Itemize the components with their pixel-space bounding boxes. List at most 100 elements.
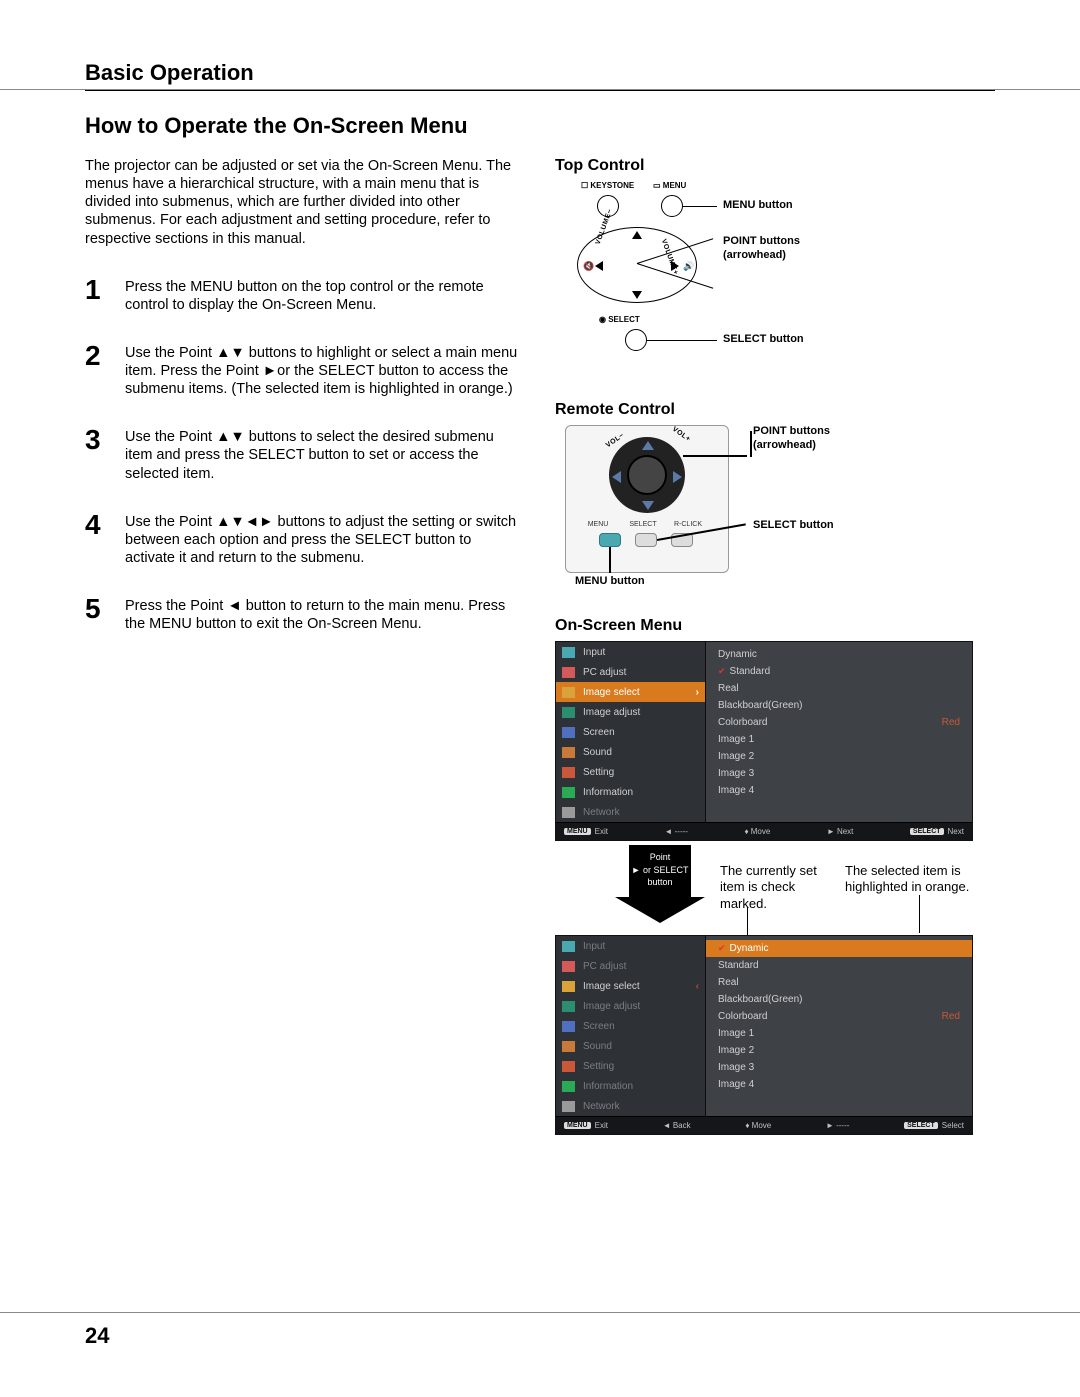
- osm-submenu-item: Image 3: [716, 1059, 962, 1076]
- footer-badge: MENU: [564, 828, 591, 835]
- osm-footer-item: ◄ -----: [664, 827, 687, 836]
- leader-line: [919, 895, 920, 933]
- osm-menu-item: Information: [556, 782, 705, 802]
- menu-icon: [562, 727, 575, 738]
- submenu-label: Image 3: [718, 768, 754, 779]
- osm-submenu-item: Image 1: [716, 1025, 962, 1042]
- menu-button-label: MENU button: [723, 199, 793, 213]
- submenu-label: Colorboard: [718, 717, 767, 728]
- menu-icon: [562, 767, 575, 778]
- submenu-label: Image 3: [718, 1062, 754, 1073]
- leader-line: [747, 907, 748, 935]
- osm-right-panel: Dynamic✔StandardRealBlackboard(Green)Col…: [706, 642, 972, 822]
- osm-menu-item: Network: [556, 1096, 705, 1116]
- osm-submenu-item: ✔ Dynamic: [706, 940, 972, 957]
- step: 4Use the Point ▲▼◄► buttons to adjust th…: [85, 511, 525, 567]
- check-icon: ✔: [718, 943, 726, 953]
- down-arrow-icon: [632, 291, 642, 299]
- osm-footer-item: ► Next: [827, 827, 854, 836]
- callout-checkmark: The currently set item is check marked.: [720, 863, 840, 912]
- footer-text: Next: [948, 827, 964, 836]
- footer-text: ♦ Move: [744, 827, 770, 836]
- footer-rule: [0, 1312, 1080, 1313]
- menu-icon: [562, 941, 575, 952]
- footer-text: ◄ -----: [664, 827, 687, 836]
- osm-menu-item: Image adjust: [556, 996, 705, 1016]
- submenu-label: Image 4: [718, 785, 754, 796]
- select-small-label: ◉ SELECT: [599, 315, 640, 324]
- submenu-label: Blackboard(Green): [718, 994, 802, 1005]
- left-column: The projector can be adjusted or set via…: [85, 157, 525, 1135]
- step-number: 2: [85, 342, 107, 370]
- osm-screenshot-1: InputPC adjustImage select›Image adjustS…: [555, 641, 973, 841]
- osm-submenu-item: Colorboard Red: [716, 714, 962, 731]
- osm-arrow-block: Point ► or SELECT button The currently s…: [555, 845, 973, 931]
- submenu-label: Image 1: [718, 1028, 754, 1039]
- submenu-label: Blackboard(Green): [718, 700, 802, 711]
- osm-left-panel: InputPC adjustImage select‹Image adjustS…: [556, 936, 706, 1116]
- osm-submenu-item: Image 2: [716, 1042, 962, 1059]
- submenu-label: Standard: [730, 666, 771, 677]
- footer-badge: SELECT: [910, 828, 944, 835]
- remote-btn-labels: MENU SELECT R-CLICK: [583, 521, 703, 528]
- footer-badge: SELECT: [904, 1122, 938, 1129]
- osm-footer-item: ♦ Move: [745, 1121, 771, 1130]
- menu-icon: [562, 981, 575, 992]
- menu-icon: [562, 667, 575, 678]
- header-rule: [0, 89, 1080, 90]
- submenu-label: Image 1: [718, 734, 754, 745]
- point-buttons-label: POINT buttons(arrowhead): [723, 235, 800, 263]
- osm-menu-item: Screen: [556, 722, 705, 742]
- menu-item-label: PC adjust: [583, 667, 626, 678]
- menu-item-label: Screen: [583, 727, 615, 738]
- menu-item-label: Image select: [583, 687, 640, 698]
- menu-icon: [562, 707, 575, 718]
- step-text: Use the Point ▲▼ buttons to select the d…: [125, 426, 525, 482]
- osm-menu-item: Sound: [556, 1036, 705, 1056]
- osm-footer-item: ♦ Move: [744, 827, 770, 836]
- menu-icon: [562, 1081, 575, 1092]
- menu-icon: [562, 787, 575, 798]
- osm-menu-item: Sound: [556, 742, 705, 762]
- select-button-label: SELECT button: [723, 333, 804, 347]
- osm-footer-item: MENUExit: [564, 1121, 608, 1130]
- menu-item-label: Setting: [583, 767, 614, 778]
- intro-paragraph: The projector can be adjusted or set via…: [85, 157, 525, 248]
- submenu-label: Image 4: [718, 1079, 754, 1090]
- osm-menu-item: Setting: [556, 1056, 705, 1076]
- up-arrow-icon: [642, 441, 654, 450]
- osm-submenu-item: Blackboard(Green): [716, 697, 962, 714]
- menu-item-label: Information: [583, 1081, 633, 1092]
- big-arrow: Point ► or SELECT button: [615, 845, 705, 925]
- menu-item-label: Input: [583, 647, 605, 658]
- osm-submenu-item: Image 4: [716, 1076, 962, 1093]
- step: 2Use the Point ▲▼ buttons to highlight o…: [85, 342, 525, 398]
- callout-highlight: The selected item is highlighted in oran…: [845, 863, 985, 896]
- submenu-label: Real: [718, 683, 739, 694]
- vol-minus-icon: 🔇: [583, 261, 594, 272]
- osm-footer: MENUExit◄ Back♦ Move► -----SELECTSelect: [556, 1116, 972, 1134]
- submenu-label: Standard: [718, 960, 759, 971]
- osm-menu-item: Input: [556, 936, 705, 956]
- submenu-label: Dynamic: [730, 943, 769, 954]
- menu-icon: [562, 647, 575, 658]
- check-icon: ✔: [718, 666, 726, 676]
- osm-menu-item: Network: [556, 802, 705, 822]
- osm-menu-item: Image select›: [556, 682, 705, 702]
- footer-text: Select: [942, 1121, 964, 1130]
- menu-icon: [562, 687, 575, 698]
- vol-plus-icon: 🔊: [683, 261, 694, 272]
- menu-icon: [562, 1101, 575, 1112]
- menu-item-label: Screen: [583, 1021, 615, 1032]
- osm-submenu-item: Blackboard(Green): [716, 991, 962, 1008]
- menu-small-label: ▭ MENU: [653, 181, 686, 190]
- osm-submenu-item: Standard: [716, 957, 962, 974]
- submenu-value: Red: [942, 717, 960, 728]
- osm-heading: On-Screen Menu: [555, 617, 995, 635]
- submenu-label: Image 2: [718, 751, 754, 762]
- menu-item-label: Input: [583, 941, 605, 952]
- remote-select-button: [635, 533, 657, 547]
- menu-item-label: Sound: [583, 1041, 612, 1052]
- footer-text: ♦ Move: [745, 1121, 771, 1130]
- osm-footer-item: ◄ Back: [663, 1121, 691, 1130]
